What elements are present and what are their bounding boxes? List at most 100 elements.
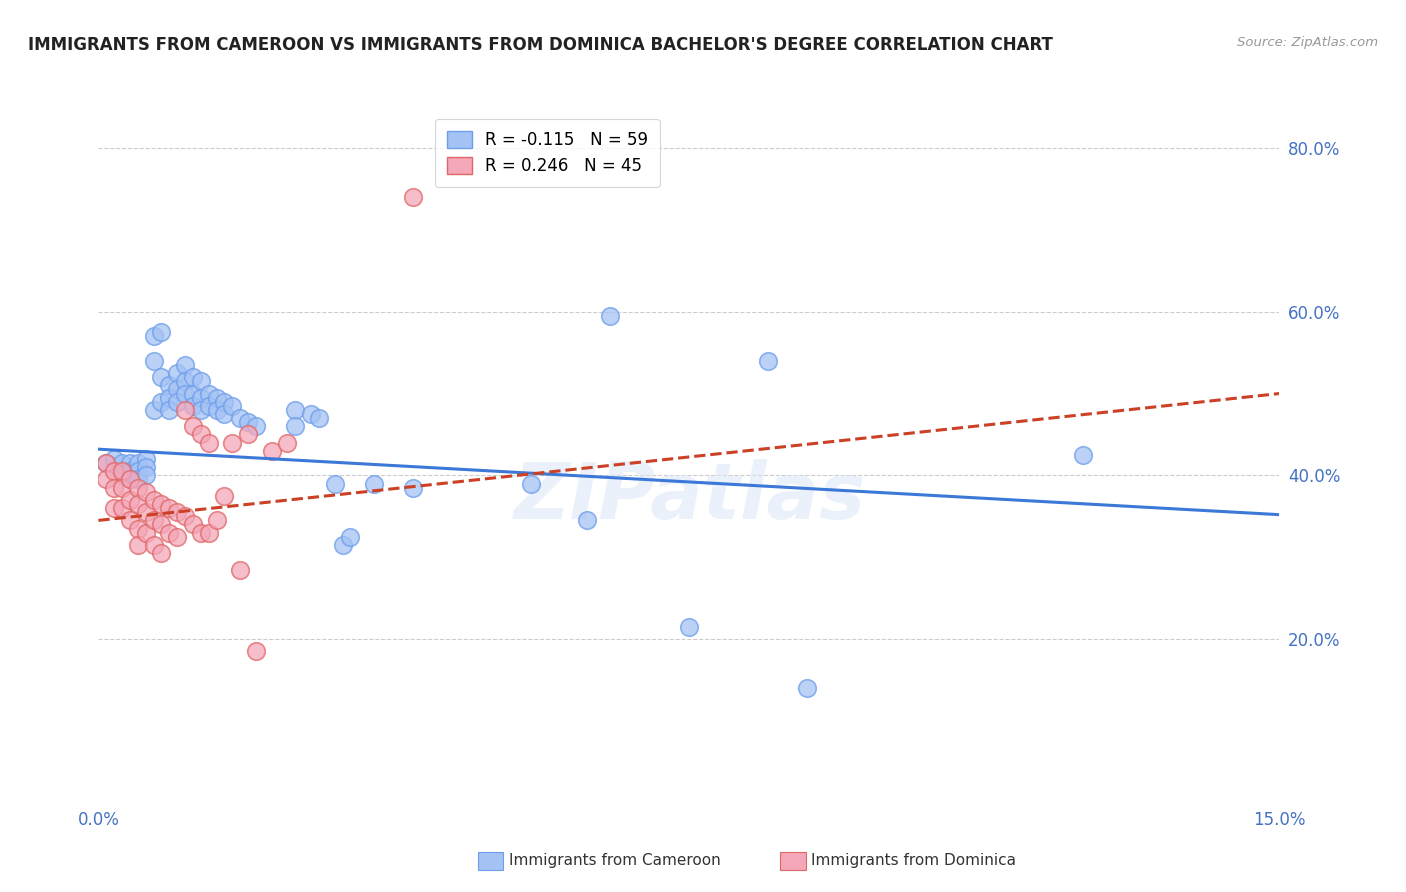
Text: Source: ZipAtlas.com: Source: ZipAtlas.com [1237, 36, 1378, 49]
Point [276, 435, 298, 450]
Point [678, 620, 700, 634]
Point [127, 473, 149, 487]
Point [111, 501, 134, 516]
Text: ZIPatlas: ZIPatlas [513, 458, 865, 534]
Point [142, 403, 165, 417]
Point [197, 525, 219, 540]
Point [118, 456, 141, 470]
Point [229, 562, 252, 576]
Point [197, 399, 219, 413]
Point [135, 468, 157, 483]
Point [339, 530, 361, 544]
Point [245, 419, 267, 434]
Point [118, 473, 141, 487]
Point [150, 497, 173, 511]
Point [166, 394, 188, 409]
Point [299, 407, 322, 421]
Point [166, 505, 188, 519]
Point [111, 481, 134, 495]
Point [190, 403, 212, 417]
Text: Immigrants from Dominica: Immigrants from Dominica [811, 854, 1017, 868]
Point [135, 525, 157, 540]
Point [118, 513, 141, 527]
Point [118, 473, 141, 487]
Point [157, 391, 180, 405]
Point [599, 309, 621, 323]
Point [174, 403, 197, 417]
Point [174, 386, 197, 401]
Point [103, 464, 125, 478]
Point [111, 456, 134, 470]
Point [308, 411, 330, 425]
Point [103, 481, 125, 495]
Point [111, 468, 134, 483]
Point [756, 353, 779, 368]
Point [197, 386, 219, 401]
Point [190, 374, 212, 388]
Point [150, 325, 173, 339]
Point [127, 481, 149, 495]
Point [190, 427, 212, 442]
Point [157, 525, 180, 540]
Point [142, 329, 165, 343]
Point [229, 411, 252, 425]
Point [127, 456, 149, 470]
Point [520, 476, 543, 491]
Point [214, 394, 236, 409]
Point [166, 366, 188, 380]
Point [157, 378, 180, 392]
Point [221, 435, 243, 450]
Text: Immigrants from Cameroon: Immigrants from Cameroon [509, 854, 721, 868]
Point [150, 517, 173, 532]
Point [174, 358, 197, 372]
Point [332, 538, 354, 552]
Point [118, 464, 141, 478]
Point [174, 509, 197, 524]
Point [127, 464, 149, 478]
Point [236, 415, 259, 429]
Point [205, 391, 228, 405]
Point [205, 403, 228, 417]
Point [150, 546, 173, 560]
Point [323, 476, 346, 491]
Point [135, 460, 157, 475]
Point [135, 452, 157, 467]
Point [181, 386, 204, 401]
Point [142, 513, 165, 527]
Point [575, 513, 598, 527]
Point [190, 391, 212, 405]
Point [135, 484, 157, 499]
Point [1071, 448, 1094, 462]
Point [260, 443, 283, 458]
Point [190, 525, 212, 540]
Point [205, 513, 228, 527]
Point [118, 492, 141, 507]
Point [245, 644, 267, 658]
Point [127, 538, 149, 552]
Point [135, 505, 157, 519]
Point [157, 501, 180, 516]
Point [236, 427, 259, 442]
Point [166, 383, 188, 397]
Point [197, 435, 219, 450]
Point [284, 403, 307, 417]
Point [796, 681, 818, 696]
Point [127, 522, 149, 536]
Point [150, 394, 173, 409]
Point [111, 464, 134, 478]
Legend: R = -0.115   N = 59, R = 0.246   N = 45: R = -0.115 N = 59, R = 0.246 N = 45 [434, 119, 659, 186]
Point [157, 403, 180, 417]
Point [284, 419, 307, 434]
Point [214, 407, 236, 421]
Point [142, 492, 165, 507]
Point [142, 538, 165, 552]
Point [221, 399, 243, 413]
Point [181, 399, 204, 413]
Point [402, 190, 425, 204]
Point [181, 370, 204, 384]
Point [150, 370, 173, 384]
Point [174, 374, 197, 388]
Point [402, 481, 425, 495]
Point [142, 353, 165, 368]
Point [181, 419, 204, 434]
